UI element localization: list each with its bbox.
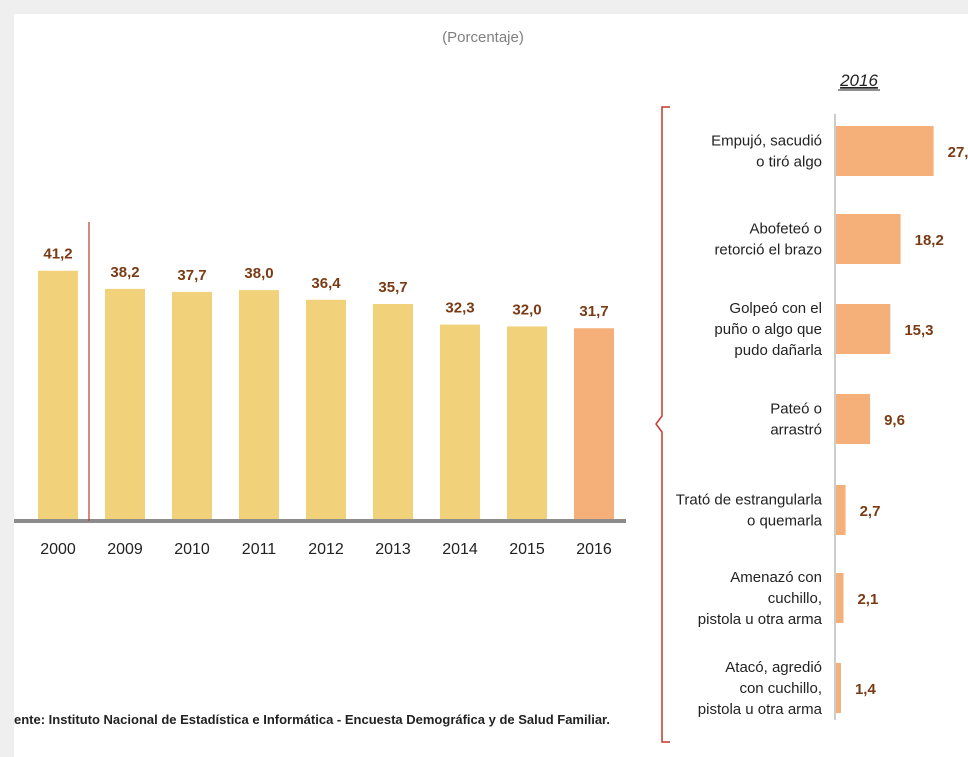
- hbar-category-label-4-1: o quemarla: [747, 513, 823, 530]
- year-label-2010: 2010: [174, 541, 210, 558]
- value-label-2012: 36,4: [311, 275, 341, 292]
- value-label-2015: 32,0: [512, 301, 541, 318]
- hbar-category-label-5-0: Amenazó con: [730, 569, 822, 586]
- hbar-value-label-4: 2,7: [860, 503, 881, 520]
- vertical-bar-chart: 41,2 2000 38,2 2009 37,7 2010 38,0 2011 36,4 2012…: [14, 222, 626, 558]
- hbar-value-label-0: 27,5: [948, 144, 968, 161]
- hbar-2: [836, 304, 891, 354]
- bar-2013: [373, 304, 413, 520]
- value-label-2014: 32,3: [445, 300, 474, 317]
- hbar-category-label-1-1: retorció el brazo: [714, 242, 822, 259]
- hbar-value-label-3: 9,6: [884, 412, 905, 429]
- hbar-category-label-0-0: Empujó, sacudió: [711, 133, 822, 150]
- panel-title-2016: 2016: [839, 71, 878, 90]
- year-label-2013: 2013: [375, 541, 411, 558]
- year-label-2014: 2014: [442, 541, 478, 558]
- hbar-6: [836, 663, 841, 713]
- bar-2014: [440, 324, 480, 520]
- bar-2009: [105, 288, 145, 520]
- bar-2012: [306, 299, 346, 520]
- hbar-value-label-2: 15,3: [904, 322, 933, 339]
- hbar-category-label-3-0: Pateó o: [770, 401, 822, 418]
- hbar-category-label-2-2: pudo dañarla: [734, 342, 822, 359]
- year-label-2011: 2011: [242, 541, 277, 558]
- hbar-category-label-3-1: arrastró: [770, 422, 822, 439]
- bar-2000: [38, 270, 78, 520]
- year-label-2015: 2015: [509, 541, 545, 558]
- hbar-5: [836, 573, 844, 623]
- hbar-category-label-6-1: con cuchillo,: [739, 680, 822, 697]
- hbar-0: [836, 126, 934, 176]
- hbar-category-label-0-1: o tiró algo: [756, 154, 822, 171]
- hbar-4: [836, 485, 846, 535]
- value-label-2013: 35,7: [378, 279, 407, 296]
- value-label-2016: 31,7: [579, 303, 608, 320]
- hbar-value-label-6: 1,4: [855, 681, 877, 698]
- chart-card: (Porcentaje) ente: Instituto Nacional de…: [14, 14, 968, 757]
- chart-svg: (Porcentaje) ente: Instituto Nacional de…: [14, 29, 968, 743]
- bar-2010: [172, 291, 212, 520]
- hbar-value-label-5: 2,1: [857, 591, 878, 608]
- value-label-2011: 38,0: [244, 265, 273, 282]
- horizontal-bar-chart: 2016 27,5 Empujó, sacudió o tiró algo 18,2 Ab…: [655, 71, 968, 743]
- value-label-2009: 38,2: [110, 264, 139, 281]
- hbar-category-label-2-1: puño o algo que: [714, 321, 822, 338]
- hbar-value-label-1: 18,2: [915, 232, 944, 249]
- bar-2015: [507, 326, 547, 520]
- year-label-2012: 2012: [308, 541, 344, 558]
- hbar-category-label-5-1: cuchillo,: [768, 590, 822, 607]
- hbar-category-label-1-0: Abofeteó o: [749, 221, 822, 238]
- bracket: [655, 106, 670, 743]
- year-label-2016: 2016: [576, 541, 612, 558]
- hbar-category-label-6-0: Atacó, agredió: [725, 659, 822, 676]
- year-label-2000: 2000: [40, 541, 76, 558]
- bar-2016: [574, 328, 614, 520]
- hbar-category-label-5-2: pistola u otra arma: [698, 611, 823, 628]
- value-label-2000: 41,2: [43, 246, 72, 263]
- hbar-category-label-2-0: Golpeó con el: [729, 300, 822, 317]
- value-label-2010: 37,7: [177, 267, 206, 284]
- hbar-3: [836, 394, 871, 444]
- hbar-1: [836, 214, 901, 264]
- source-note: ente: Instituto Nacional de Estadística …: [14, 712, 610, 727]
- hbar-category-label-6-2: pistola u otra arma: [698, 701, 823, 718]
- chart-subtitle: (Porcentaje): [442, 29, 524, 46]
- year-label-2009: 2009: [107, 541, 143, 558]
- hbar-category-label-4-0: Trató de estrangularla: [676, 492, 823, 509]
- bar-2011: [239, 290, 279, 520]
